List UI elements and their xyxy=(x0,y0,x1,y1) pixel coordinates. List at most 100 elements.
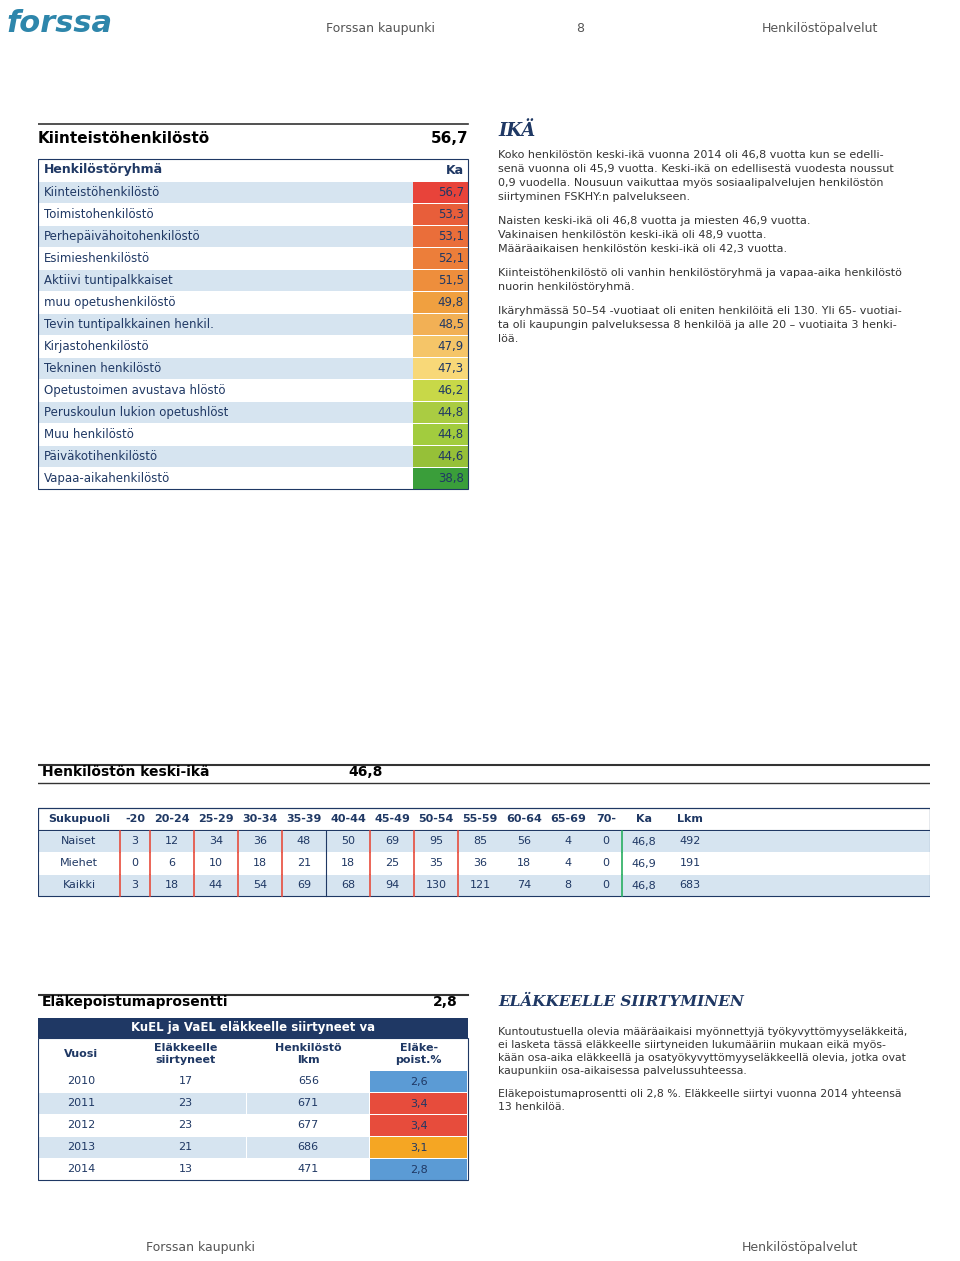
Bar xyxy=(38,270,413,291)
Text: Naisten keski-ikä oli 46,8 vuotta ja miesten 46,9 vuotta.: Naisten keski-ikä oli 46,8 vuotta ja mie… xyxy=(498,216,810,226)
Text: Vuosi: Vuosi xyxy=(64,1049,98,1059)
Text: kaupunkiin osa-aikaisessa palvelussuhteessa.: kaupunkiin osa-aikaisessa palvelussuhtee… xyxy=(498,1066,747,1076)
Text: 60-64: 60-64 xyxy=(506,815,542,823)
Text: Peruskoulun lukion opetushlöst: Peruskoulun lukion opetushlöst xyxy=(44,406,228,419)
Bar xyxy=(38,182,413,203)
Bar xyxy=(38,446,413,467)
Text: 49,8: 49,8 xyxy=(438,296,464,309)
Bar xyxy=(38,808,930,830)
Text: 21: 21 xyxy=(179,1142,193,1153)
Text: 2,6: 2,6 xyxy=(410,1077,427,1087)
Text: 13: 13 xyxy=(179,1164,192,1174)
Text: 95: 95 xyxy=(429,836,444,846)
Bar xyxy=(38,335,413,357)
Text: Määräaikaisen henkilöstön keski-ikä oli 42,3 vuotta.: Määräaikaisen henkilöstön keski-ikä oli … xyxy=(498,243,787,253)
Text: Henkilöstöryhmä: Henkilöstöryhmä xyxy=(44,164,163,177)
Text: ELÄKKEELLE SIIRTYMINEN: ELÄKKEELLE SIIRTYMINEN xyxy=(498,995,744,1009)
Bar xyxy=(413,182,468,203)
Text: 54: 54 xyxy=(252,880,267,890)
Text: Vapaa-aikahenkilöstö: Vapaa-aikahenkilöstö xyxy=(44,472,170,485)
Text: Päiväkotihenkilöstö: Päiväkotihenkilöstö xyxy=(44,450,158,463)
Text: 47,9: 47,9 xyxy=(438,340,464,353)
Bar xyxy=(413,314,468,335)
Text: 68: 68 xyxy=(341,880,355,890)
Text: 46,2: 46,2 xyxy=(438,385,464,397)
Bar xyxy=(38,468,413,489)
Bar xyxy=(247,1071,370,1092)
Text: Sukupuoli: Sukupuoli xyxy=(48,815,110,823)
Text: 21: 21 xyxy=(297,859,311,869)
Text: 44,8: 44,8 xyxy=(438,427,464,441)
Text: Lkm: Lkm xyxy=(677,815,703,823)
Text: Koko henkilöstön keski-ikä vuonna 2014 oli 46,8 vuotta kun se edelli-: Koko henkilöstön keski-ikä vuonna 2014 o… xyxy=(498,150,883,160)
Text: 69: 69 xyxy=(297,880,311,890)
Text: 36: 36 xyxy=(253,836,267,846)
Text: ta oli kaupungin palveluksessa 8 henkilöä ja alle 20 – vuotiaita 3 henki-: ta oli kaupungin palveluksessa 8 henkilö… xyxy=(498,320,897,330)
Text: 0: 0 xyxy=(603,880,610,890)
Text: 20-24: 20-24 xyxy=(155,815,190,823)
Text: 38,8: 38,8 xyxy=(438,472,464,485)
Text: 48,5: 48,5 xyxy=(438,318,464,330)
Text: Eläkepoistumaprosentti: Eläkepoistumaprosentti xyxy=(42,995,228,1009)
Text: 94: 94 xyxy=(385,880,399,890)
Text: 65-69: 65-69 xyxy=(550,815,586,823)
Bar xyxy=(38,1137,124,1158)
Text: Aktiivi tuntipalkkaiset: Aktiivi tuntipalkkaiset xyxy=(44,274,173,288)
Bar xyxy=(247,1159,370,1180)
Text: 69: 69 xyxy=(385,836,399,846)
Text: Miehet: Miehet xyxy=(60,859,98,869)
Text: 8: 8 xyxy=(564,880,571,890)
Bar xyxy=(413,468,468,489)
Text: 35: 35 xyxy=(429,859,443,869)
Text: Ikäryhmässä 50–54 -vuotiaat oli eniten henkilöitä eli 130. Yli 65- vuotiai-: Ikäryhmässä 50–54 -vuotiaat oli eniten h… xyxy=(498,306,901,317)
Bar xyxy=(38,831,930,852)
Text: Perhepäivähoitohenkilöstö: Perhepäivähoitohenkilöstö xyxy=(44,230,201,243)
Text: 17: 17 xyxy=(179,1077,193,1087)
Text: 471: 471 xyxy=(298,1164,319,1174)
Bar xyxy=(38,1038,468,1180)
Bar xyxy=(38,314,413,335)
Text: 47,3: 47,3 xyxy=(438,362,464,375)
Text: 4: 4 xyxy=(564,859,571,869)
Bar xyxy=(38,875,930,897)
Bar xyxy=(413,358,468,380)
Text: 2012: 2012 xyxy=(67,1121,95,1131)
Text: 671: 671 xyxy=(298,1098,319,1108)
Text: 44: 44 xyxy=(209,880,223,890)
Bar xyxy=(370,1159,468,1180)
Text: Kiinteistöhenkilöstö: Kiinteistöhenkilöstö xyxy=(38,131,210,146)
Text: Ka: Ka xyxy=(636,815,652,823)
Bar xyxy=(0,0,230,52)
Text: Kaikki: Kaikki xyxy=(62,880,96,890)
Text: 191: 191 xyxy=(680,859,701,869)
Text: Eläke-
poist.%: Eläke- poist.% xyxy=(396,1043,443,1066)
Text: 55-59: 55-59 xyxy=(463,815,497,823)
Bar xyxy=(38,248,413,269)
Bar xyxy=(38,852,930,874)
Text: 656: 656 xyxy=(298,1077,319,1087)
Text: 46,8: 46,8 xyxy=(348,765,382,779)
Bar xyxy=(370,1137,468,1158)
Text: Kirjastohenkilöstö: Kirjastohenkilöstö xyxy=(44,340,150,353)
Text: 35-39: 35-39 xyxy=(286,815,322,823)
Text: 74: 74 xyxy=(516,880,531,890)
Text: 34: 34 xyxy=(209,836,223,846)
Bar xyxy=(38,1159,124,1180)
Text: 683: 683 xyxy=(680,880,701,890)
Bar xyxy=(38,159,468,489)
Text: 0: 0 xyxy=(603,836,610,846)
Text: 40-44: 40-44 xyxy=(330,815,366,823)
Text: 0: 0 xyxy=(132,859,138,869)
Bar xyxy=(124,1115,247,1136)
Text: 18: 18 xyxy=(516,859,531,869)
Text: Muu henkilöstö: Muu henkilöstö xyxy=(44,427,133,441)
Text: 12: 12 xyxy=(165,836,180,846)
Text: 45-49: 45-49 xyxy=(374,815,410,823)
Text: Naiset: Naiset xyxy=(61,836,97,846)
Text: Toimistohenkilöstö: Toimistohenkilöstö xyxy=(44,208,154,221)
Bar xyxy=(124,1093,247,1113)
Text: 51,5: 51,5 xyxy=(438,274,464,288)
Text: -20: -20 xyxy=(125,815,145,823)
Text: 3,1: 3,1 xyxy=(410,1142,427,1153)
Text: Kiinteistöhenkilöstö oli vanhin henkilöstöryhmä ja vapaa-aika henkilöstö: Kiinteistöhenkilöstö oli vanhin henkilös… xyxy=(498,269,901,277)
